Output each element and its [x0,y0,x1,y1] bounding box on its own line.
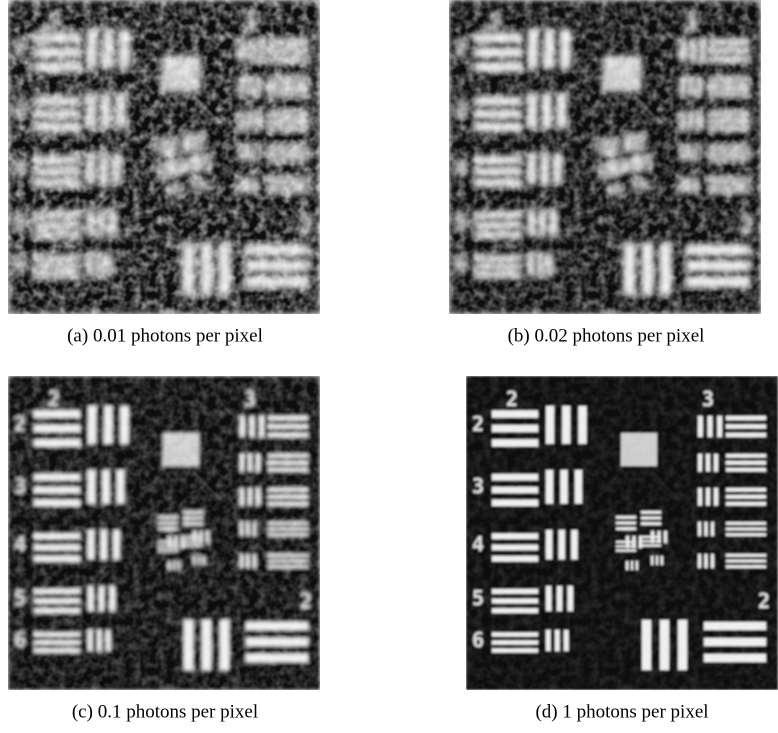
panel [8,0,320,314]
panel-noise [8,376,320,690]
panel [8,376,320,690]
figure: 23456232 (a) 0.01 photons per pixel(b) 0… [0,0,778,728]
panel [449,0,761,314]
panel-noise [449,0,761,314]
panel-caption: (a) 0.01 photons per pixel [67,325,263,346]
panel-caption: (d) 1 photons per pixel [535,701,708,722]
panel-caption: (b) 0.02 photons per pixel [508,325,705,346]
panel-noise [466,376,778,690]
page: {"figure": {"panels": [ {"caption": "(a)… [0,0,778,728]
panel-caption: (c) 0.1 photons per pixel [72,701,258,722]
panel [466,376,778,690]
panel-noise [8,0,320,314]
